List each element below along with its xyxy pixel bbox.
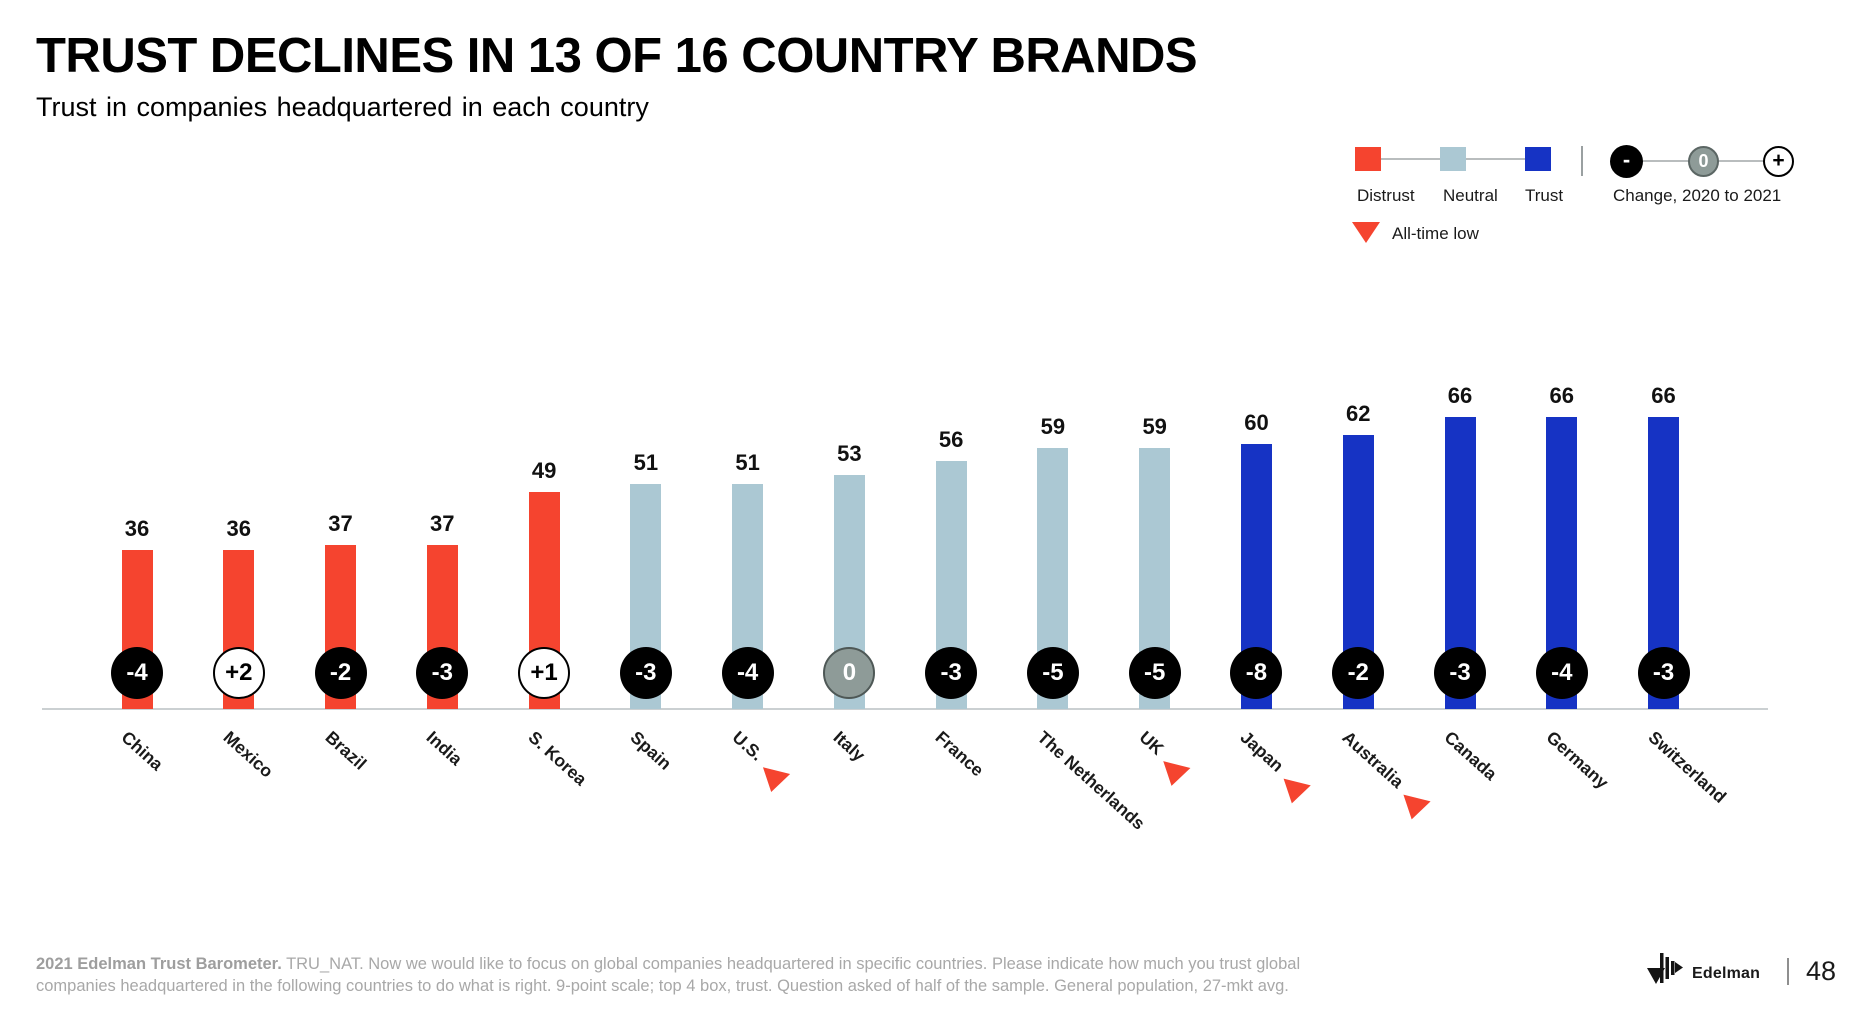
country-label-text: France [931,727,988,781]
source-note-text: TRU_NAT. Now we would like to focus on g… [36,955,1301,995]
country-label: Australia [1332,727,1437,826]
country-label-text: Brazil [321,727,370,774]
change-badge: -2 [314,647,367,699]
source-note: 2021 Edelman Trust Barometer. TRU_NAT. N… [36,953,1316,997]
country-label-text: Switzerland [1644,727,1730,807]
change-plus-icon: + [1763,146,1794,177]
country-label-text: Canada [1440,727,1501,785]
country-label: France [931,727,988,781]
all-time-low-icon [1278,778,1311,807]
change-badge: -4 [111,647,163,699]
country-label-text: Germany [1542,727,1613,793]
country-label: The Netherlands [1033,727,1149,834]
distrust-swatch-icon [1355,147,1381,171]
page-divider [1787,958,1789,985]
bar-value-label: 37 [328,511,353,537]
country-label: Italy [829,727,869,766]
page-subtitle: Trust in companies headquartered in each… [36,92,649,122]
country-label-text: UK [1135,727,1168,759]
source-note-bold: 2021 Edelman Trust Barometer. [36,955,282,973]
edelman-logo [1647,953,1683,984]
change-badge: -4 [721,647,774,699]
change-badge: -3 [619,647,672,699]
change-badge: -2 [1332,647,1385,699]
all-time-low-icon [757,767,790,796]
country-label-text: U.S. [728,727,767,765]
change-badge: -3 [416,647,469,699]
change-badge: -4 [1535,647,1588,699]
country-label: U.S. [722,727,797,799]
country-label-text: India [422,727,467,770]
country-label-text: Spain [626,727,676,774]
legend-label-all-time-low: All-time low [1392,224,1479,243]
bar-value-label: 36 [124,515,150,541]
country-label: Germany [1542,727,1612,793]
country-label-text: China [117,727,168,775]
country-label: Mexico [219,727,277,782]
page-number: 48 [1806,956,1837,986]
neutral-swatch-icon [1440,147,1466,171]
change-badge: -3 [1434,647,1486,699]
bar-value-label: 51 [735,449,760,475]
all-time-low-icon [1157,761,1191,790]
legend-label-distrust: Distrust [1357,186,1415,205]
bar-value-label: 60 [1244,409,1269,435]
country-label-text: Mexico [219,727,277,782]
change-badge: -5 [1128,647,1181,699]
country-label: China [117,727,168,775]
country-label-text: Italy [829,727,870,766]
country-label-text: Japan [1237,727,1289,776]
country-label: Spain [626,727,675,774]
country-label: Switzerland [1643,727,1730,808]
bar-value-label: 66 [1447,383,1473,409]
legend-label-change: Change, 2020 to 2021 [1613,186,1782,205]
country-label: S. Korea [524,727,591,790]
country-label-text: Australia [1338,727,1408,792]
page-title: TRUST DECLINES IN 13 OF 16 COUNTRY BRAND… [36,29,1198,83]
change-badge: -8 [1230,647,1283,699]
x-axis-line [42,708,1768,710]
change-badge: -5 [1026,647,1079,699]
legend-divider [1581,146,1583,176]
country-label: India [422,727,467,770]
all-time-low-icon [1398,794,1431,823]
country-label: UK [1129,727,1198,793]
country-label-text: The Netherlands [1033,727,1149,834]
change-badge: +2 [212,647,265,699]
bar-value-label: 66 [1549,383,1574,409]
bar-value-label: 51 [633,449,659,475]
country-label: Brazil [320,727,370,774]
bar-value-label: 59 [1142,414,1167,440]
all-time-low-icon [1352,222,1380,243]
country-label-text: S. Korea [524,727,591,790]
bar-value-label: 62 [1345,400,1371,426]
bar-value-label: 56 [938,427,964,453]
legend-label-neutral: Neutral [1443,186,1498,205]
change-zero-icon: 0 [1688,146,1719,177]
change-badge: -3 [1637,647,1690,699]
change-badge: 0 [823,647,876,699]
change-badge: -3 [925,647,978,699]
bar-value-label: 49 [531,458,557,484]
bar-value-label: 66 [1651,383,1676,409]
legend-label-trust: Trust [1525,186,1564,205]
bar-value-label: 36 [226,515,251,541]
change-badge: +1 [518,647,571,699]
country-label: Japan [1230,727,1317,810]
country-label: Canada [1440,727,1501,785]
trust-swatch-icon [1525,147,1551,171]
edelman-logo-text: Edelman [1692,965,1761,982]
bar-value-label: 53 [837,440,862,466]
bar-value-label: 37 [430,511,455,537]
bar-value-label: 59 [1040,414,1066,440]
change-minus-icon: - [1610,145,1643,178]
